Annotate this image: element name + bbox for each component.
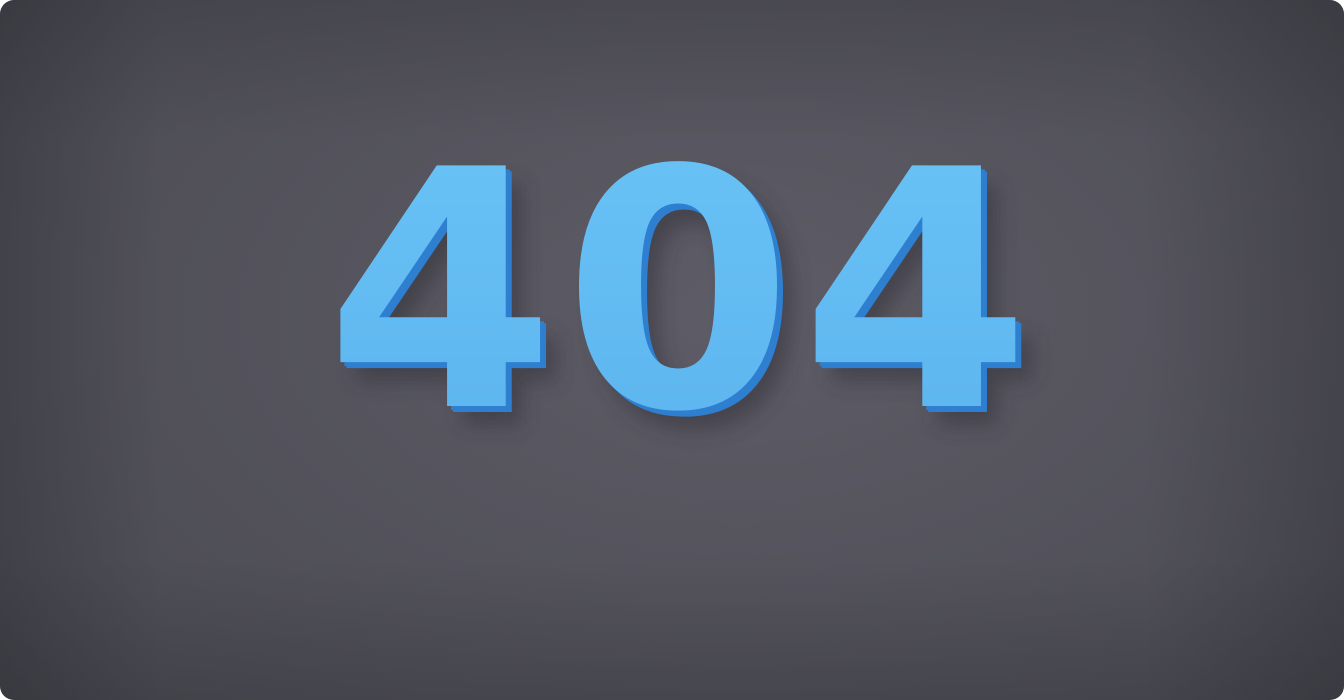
sign-shadow: 404 [342,119,1055,503]
sign-text: 404 [326,100,1039,484]
sign-extrusion: 404 [332,106,1045,490]
sign-extrusion-2: 404 [330,104,1043,488]
